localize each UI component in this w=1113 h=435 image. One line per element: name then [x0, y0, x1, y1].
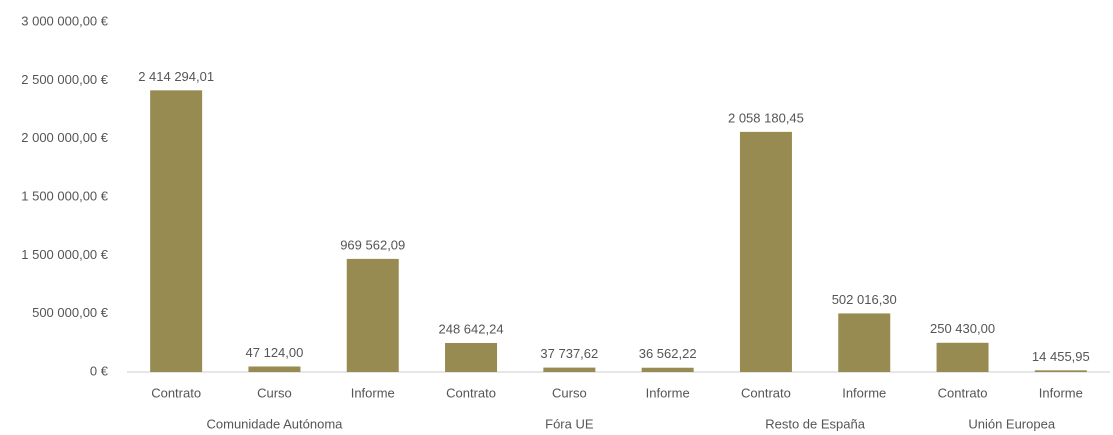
x-tick-label: Contrato: [151, 385, 201, 400]
bar: [346, 258, 399, 372]
x-tick-label: Informe: [646, 385, 690, 400]
value-label: 14 455,95: [1032, 349, 1090, 364]
x-tick-label: Curso: [552, 385, 587, 400]
bar: [543, 367, 596, 372]
bar: [150, 90, 203, 372]
value-label: 248 642,24: [439, 321, 504, 336]
value-label: 250 430,00: [930, 321, 995, 336]
y-tick-label: 1 500 000,00 €: [21, 188, 109, 203]
y-tick-label: 500 000,00 €: [32, 305, 109, 320]
group-label: Unión Europea: [968, 416, 1055, 431]
value-label: 47 124,00: [246, 345, 304, 360]
value-label: 2 414 294,01: [138, 69, 214, 84]
value-label: 969 562,09: [340, 237, 405, 252]
x-tick-label: Informe: [842, 385, 886, 400]
x-tick-label: Informe: [351, 385, 395, 400]
group-label: Comunidade Autónoma: [207, 416, 344, 431]
bar: [838, 313, 891, 372]
bar: [936, 342, 989, 372]
group-label: Resto de España: [765, 416, 866, 431]
y-tick-label: 2 000 000,00 €: [21, 130, 109, 145]
group-label: Fóra UE: [545, 416, 594, 431]
x-tick-label: Curso: [257, 385, 292, 400]
y-tick-label: 1 500 000,00 €: [21, 247, 109, 262]
value-label: 36 562,22: [639, 346, 697, 361]
value-label: 37 737,62: [540, 346, 598, 361]
bar: [739, 131, 792, 372]
y-tick-label: 2 500 000,00 €: [21, 72, 109, 87]
y-tick-label: 3 000 000,00 €: [21, 13, 109, 28]
value-label: 2 058 180,45: [728, 110, 804, 125]
bar: [641, 367, 694, 372]
x-tick-label: Contrato: [741, 385, 791, 400]
bar: [248, 366, 301, 372]
x-tick-label: Contrato: [446, 385, 496, 400]
x-tick-label: Informe: [1039, 385, 1083, 400]
bar: [445, 342, 498, 372]
bar: [1034, 370, 1087, 372]
x-tick-label: Contrato: [938, 385, 988, 400]
y-tick-label: 0 €: [90, 363, 109, 378]
value-label: 502 016,30: [832, 292, 897, 307]
